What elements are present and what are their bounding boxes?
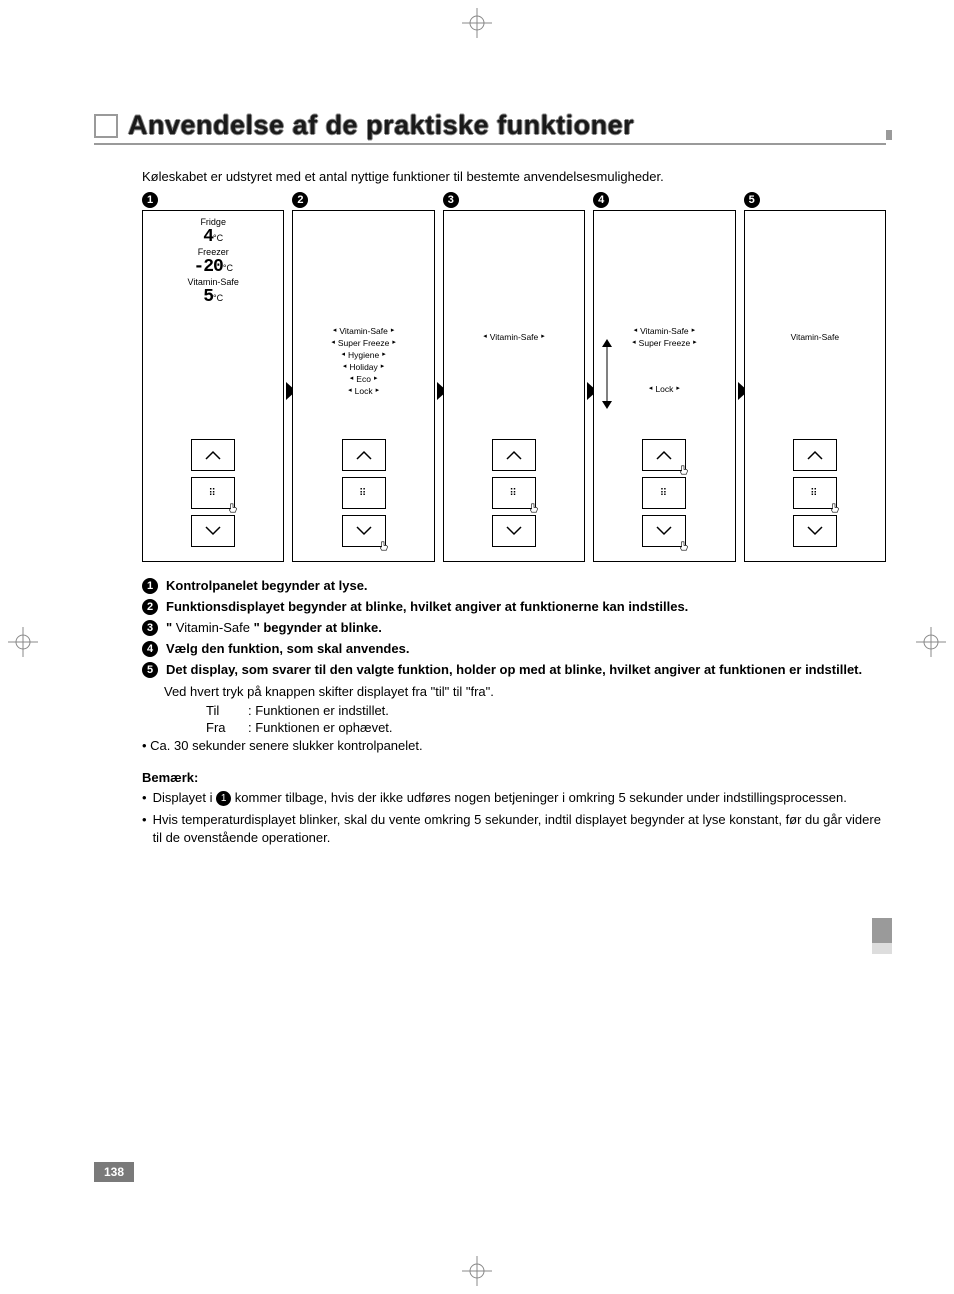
page-number: 138 (94, 1162, 134, 1182)
step-text: Kontrolpanelet begynder at lyse. (166, 578, 368, 593)
step-text: Vælg den funktion, som skal anvendes. (166, 641, 409, 656)
inline-step-ref: 1 (216, 791, 231, 806)
vitamin-value: 5 (203, 287, 213, 307)
til-label: Til (206, 703, 246, 718)
menu-button[interactable]: ⠿ (642, 477, 686, 509)
control-panel: ◂Vitamin-Safe▸ ⠿ (443, 210, 585, 562)
menu-item: Hygiene (348, 349, 379, 361)
menu-item: Super Freeze (639, 337, 691, 349)
down-button[interactable] (793, 515, 837, 547)
menu-item: Vitamin-Safe (791, 331, 840, 343)
section-title-bar: Anvendelse af de praktiske funktioner (94, 110, 886, 145)
up-button[interactable] (793, 439, 837, 471)
menu-item: Vitamin-Safe (640, 325, 689, 337)
step-suffix: " begynder at blinke. (250, 620, 382, 635)
up-button[interactable] (342, 439, 386, 471)
step-glyph: Vitamin-Safe (176, 620, 250, 635)
menu-button[interactable]: ⠿ (492, 477, 536, 509)
hand-pointer-icon (224, 502, 242, 514)
hand-pointer-icon (675, 464, 693, 476)
down-button[interactable] (342, 515, 386, 547)
step-prefix: " (166, 620, 176, 635)
step-number: 4 (142, 641, 158, 657)
down-button[interactable] (642, 515, 686, 547)
step-number: 5 (142, 662, 158, 678)
registration-mark-icon (462, 1256, 492, 1286)
panel-row: 1 Fridge 4°C Freezer -20°C Vitamin-Safe … (142, 190, 886, 562)
step-text: " Vitamin-Safe " begynder at blinke. (166, 620, 382, 635)
title-bullet-icon (94, 114, 118, 138)
menu-item: Vitamin-Safe (490, 331, 539, 343)
menu-item: Lock (355, 385, 373, 397)
control-panel: Fridge 4°C Freezer -20°C Vitamin-Safe 5°… (142, 210, 284, 562)
panel-number: 3 (443, 192, 459, 208)
note-text: Hvis temperaturdisplayet blinker, skal d… (153, 811, 886, 847)
menu-button[interactable]: ⠿ (191, 477, 235, 509)
up-button[interactable] (492, 439, 536, 471)
registration-mark-icon (462, 8, 492, 38)
freezer-label: Freezer (143, 247, 283, 257)
freezer-value: -20 (193, 257, 222, 277)
sub-text: • Ca. 30 sekunder senere slukker kontrol… (142, 737, 886, 755)
step-list: 1 Kontrolpanelet begynder at lyse. 2 Funkt… (142, 578, 886, 678)
up-button[interactable] (642, 439, 686, 471)
hand-pointer-icon (525, 502, 543, 514)
control-panel: Vitamin-Safe ⠿ (744, 210, 886, 562)
panel-number: 1 (142, 192, 158, 208)
fridge-value: 4 (203, 227, 213, 247)
note-text: kommer tilbage, hvis der ikke udføres no… (235, 790, 847, 805)
bullet-icon: • (142, 811, 147, 847)
til-desc: : Funktionen er indstillet. (248, 703, 393, 718)
vitamin-label: Vitamin-Safe (143, 277, 283, 287)
hand-pointer-icon (675, 540, 693, 552)
menu-item: Super Freeze (338, 337, 390, 349)
step-text: Det display, som svarer til den valgte f… (166, 662, 862, 677)
fra-desc: : Funktionen er ophævet. (248, 720, 393, 735)
menu-button[interactable]: ⠿ (342, 477, 386, 509)
step-number: 1 (142, 578, 158, 594)
panel-number: 5 (744, 192, 760, 208)
menu-item: Eco (356, 373, 371, 385)
menu-item: Holiday (349, 361, 377, 373)
registration-mark-icon (8, 627, 38, 657)
fridge-label: Fridge (143, 217, 283, 227)
down-button[interactable] (191, 515, 235, 547)
updown-arrow-icon (600, 339, 614, 409)
menu-item: Vitamin-Safe (339, 325, 388, 337)
panel-number: 4 (593, 192, 609, 208)
edge-tick-icon (886, 130, 892, 140)
step-number: 2 (142, 599, 158, 615)
page-title: Anvendelse af de praktiske funktioner (128, 110, 634, 141)
menu-button[interactable]: ⠿ (793, 477, 837, 509)
on-off-table: Til: Funktionen er indstillet. Fra: Funk… (204, 701, 395, 737)
hand-pointer-icon (826, 502, 844, 514)
hand-pointer-icon (375, 540, 393, 552)
freezer-unit: °C (223, 263, 233, 273)
bullet-icon: • (142, 789, 147, 807)
vitamin-unit: °C (213, 293, 223, 303)
registration-mark-icon (916, 627, 946, 657)
note-item: • Displayet i 1 kommer tilbage, hvis der… (142, 789, 886, 807)
sub-text: Ved hvert tryk på knappen skifter displa… (164, 683, 886, 701)
note-item: • Hvis temperaturdisplayet blinker, skal… (142, 811, 886, 847)
note-text: Displayet i (153, 790, 217, 805)
control-panel: ◂Vitamin-Safe▸ ◂Super Freeze▸ ◂Hygiene▸ … (292, 210, 434, 562)
fra-label: Fra (206, 720, 246, 735)
fridge-unit: °C (213, 233, 223, 243)
up-button[interactable] (191, 439, 235, 471)
menu-item: Lock (655, 383, 673, 395)
intro-text: Køleskabet er udstyret med et antal nytt… (142, 169, 886, 184)
step-number: 3 (142, 620, 158, 636)
control-panel: ◂Vitamin-Safe▸ ◂Super Freeze▸ ◂Lock▸ ⠿ (593, 210, 735, 562)
note-heading: Bemærk: (142, 770, 886, 785)
page-tab-icon (872, 918, 892, 954)
step-text: Funktionsdisplayet begynder at blinke, h… (166, 599, 688, 614)
down-button[interactable] (492, 515, 536, 547)
panel-number: 2 (292, 192, 308, 208)
